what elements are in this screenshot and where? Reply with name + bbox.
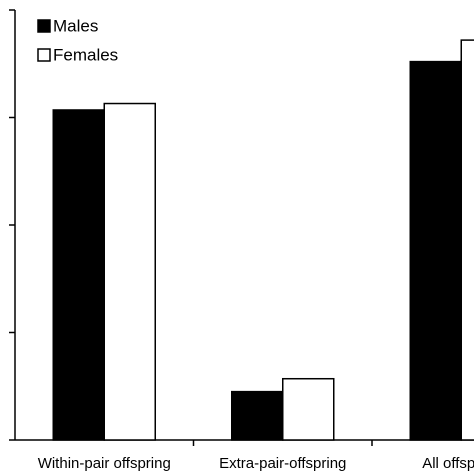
- legend-swatch: [37, 48, 51, 62]
- bar: [460, 39, 474, 441]
- bar: [231, 390, 284, 441]
- x-tick-label: All offspring: [422, 455, 474, 472]
- bar: [409, 60, 462, 441]
- legend-swatch: [37, 19, 51, 33]
- x-tick-label: Extra-pair-offspring: [219, 455, 346, 472]
- x-tick-label: Within-pair offspring: [38, 455, 171, 472]
- legend-label: Males: [53, 16, 98, 35]
- legend-label: Females: [53, 45, 118, 64]
- bar: [52, 109, 105, 441]
- bar: [103, 102, 156, 441]
- bar: [282, 377, 335, 441]
